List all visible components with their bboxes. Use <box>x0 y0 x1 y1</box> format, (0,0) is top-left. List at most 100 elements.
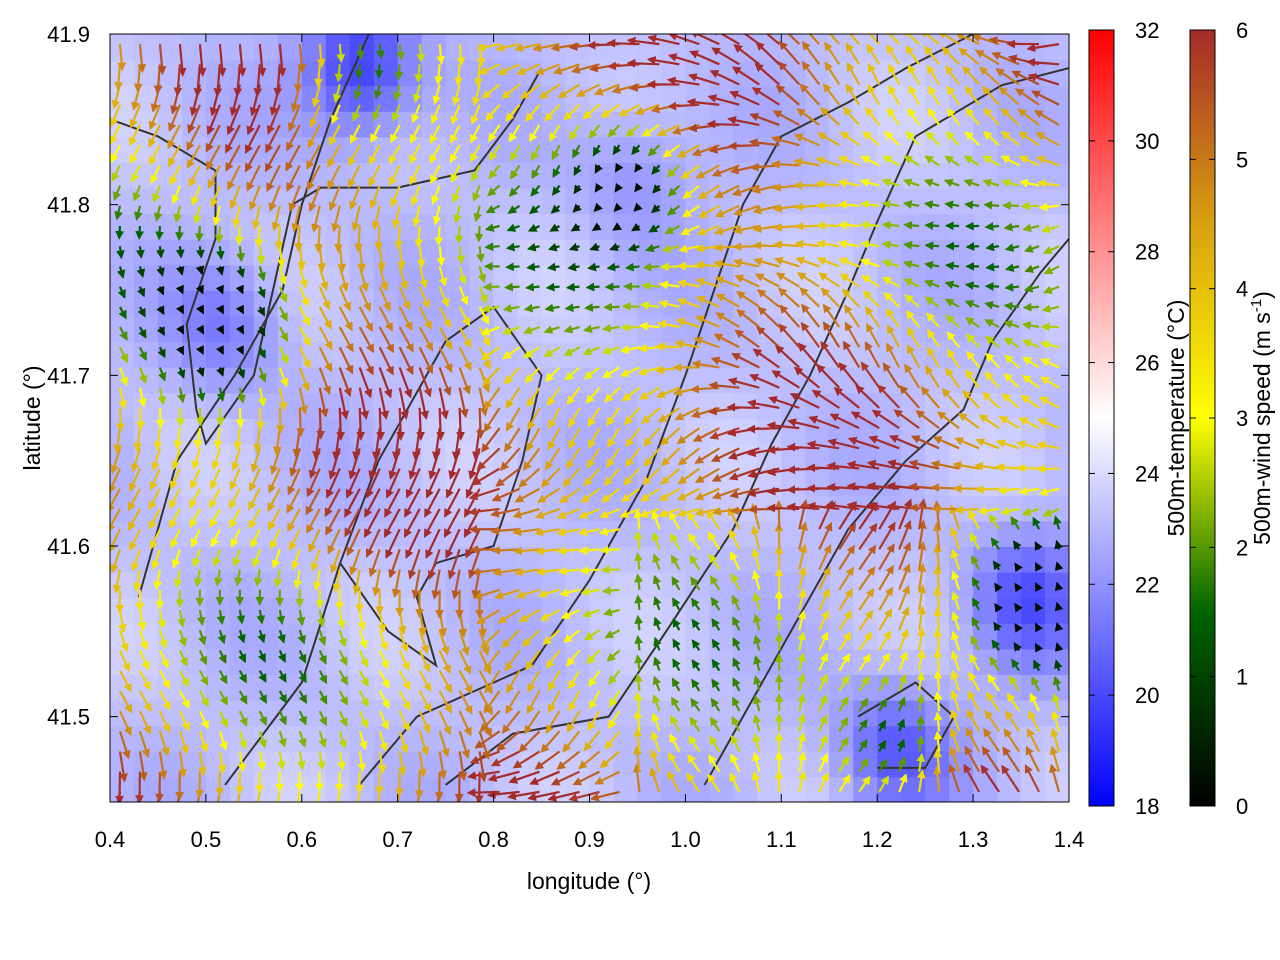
wind-vector <box>356 407 366 441</box>
temperature-cell <box>373 648 399 675</box>
wind-vector <box>414 64 424 84</box>
wind-vector <box>621 302 640 311</box>
wind-label-suffix: ) <box>1249 291 1275 299</box>
wind-vector <box>195 407 205 427</box>
temperature-cell <box>685 571 711 599</box>
temperature-cell <box>661 622 687 650</box>
temperature-cell <box>349 648 375 675</box>
x-tick-label: 0.8 <box>478 827 509 852</box>
temperature-cell <box>925 187 951 215</box>
wind-vector <box>816 221 840 230</box>
temperature-cell <box>589 85 615 112</box>
wind-vector <box>903 220 920 230</box>
temperature-cell <box>277 110 303 138</box>
temperature-cell <box>661 571 687 599</box>
temperature-cell <box>253 699 279 727</box>
temperature-cell <box>709 392 735 419</box>
temperature-cell <box>565 520 591 547</box>
temperature-cell <box>181 571 207 599</box>
wind-vector <box>774 500 784 530</box>
temperature-cell <box>613 776 639 802</box>
temperature-cell <box>805 776 831 802</box>
wind-vector <box>601 586 620 596</box>
temperature-cell <box>685 418 711 445</box>
wind-colorbar-tick-label: 4 <box>1236 277 1248 302</box>
wind-vector <box>136 246 145 259</box>
temperature-cell <box>901 699 927 727</box>
wind-colorbar-tick-label: 1 <box>1236 665 1248 690</box>
temperature-cell <box>1045 418 1069 445</box>
temperature-cell <box>277 290 303 317</box>
temperature-cell <box>157 110 183 138</box>
temperature-cell <box>637 418 663 445</box>
temperature-cell <box>613 392 639 419</box>
wind-vector <box>434 771 444 802</box>
wind-vector <box>414 225 424 249</box>
temperature-cell <box>877 750 903 778</box>
wind-vector <box>434 225 444 247</box>
temperature-cell <box>637 699 663 727</box>
temperature-cell <box>133 34 159 61</box>
temperature-cell <box>229 571 255 599</box>
temperature-cell <box>253 546 279 573</box>
temperature-cell <box>661 315 687 343</box>
wind-vector <box>214 225 224 244</box>
temperature-cell <box>301 34 327 61</box>
temperature-cell <box>613 315 639 343</box>
temperature-cell <box>397 110 423 138</box>
temperature-cell <box>565 85 591 112</box>
temperature-cell <box>853 520 879 547</box>
temperature-cell <box>565 187 591 215</box>
wind-vector <box>837 220 860 230</box>
temperature-cell <box>253 622 279 650</box>
temperature-cell <box>685 750 711 778</box>
temperature-cell <box>110 264 135 291</box>
wind-vector <box>770 159 800 169</box>
temperature-cell <box>253 597 279 624</box>
wind-vector <box>356 44 365 61</box>
wind-vector <box>234 225 244 246</box>
temperature-cell <box>589 674 615 701</box>
temperature-cell <box>1021 315 1047 343</box>
temperature-cell <box>469 366 495 394</box>
temperature-cell <box>229 34 255 61</box>
temperature-cell <box>661 213 687 240</box>
temperature-cell <box>325 674 351 701</box>
temperature-cell <box>181 341 207 368</box>
wind-vector <box>975 485 1000 494</box>
temperature-cell <box>469 315 495 343</box>
temperature-cell <box>493 162 519 189</box>
temperature-cell <box>901 85 927 112</box>
temperature-cell <box>205 546 231 573</box>
y-tick-label: 41.9 <box>47 22 90 47</box>
temperature-cell <box>493 59 519 87</box>
wind-vector <box>620 323 640 332</box>
temperature-cell <box>637 136 663 163</box>
temperature-cell <box>613 34 639 61</box>
temperature-cell <box>997 597 1023 624</box>
temperature-cell <box>925 290 951 317</box>
temperature-cell <box>277 136 303 163</box>
temperature-cell <box>685 110 711 138</box>
temperature-cell <box>613 162 639 189</box>
wind-vector <box>1004 282 1020 292</box>
temperature-cell <box>589 597 615 624</box>
plot-area <box>109 33 1070 803</box>
temperature-cell <box>301 59 327 87</box>
temperature-cell <box>325 725 351 752</box>
temperature-cell <box>445 34 471 61</box>
temperature-cell <box>301 238 327 266</box>
wind-vector <box>456 407 465 441</box>
temperature-cell <box>925 85 951 112</box>
temperature-colorbar: 18 20 22 24 26 28 30 32 500m-temperature (°C) <box>1088 18 1189 819</box>
temperature-cell <box>1045 315 1069 343</box>
temperature-cell <box>781 648 807 675</box>
temperature-cell <box>349 59 375 87</box>
wind-vector <box>294 225 304 252</box>
wind-vector <box>374 225 384 252</box>
temperature-cell <box>110 571 135 599</box>
temperature-cell <box>301 776 327 802</box>
wind-vector <box>296 407 305 438</box>
temperature-cell <box>469 776 495 802</box>
temperature-cell <box>613 238 639 266</box>
